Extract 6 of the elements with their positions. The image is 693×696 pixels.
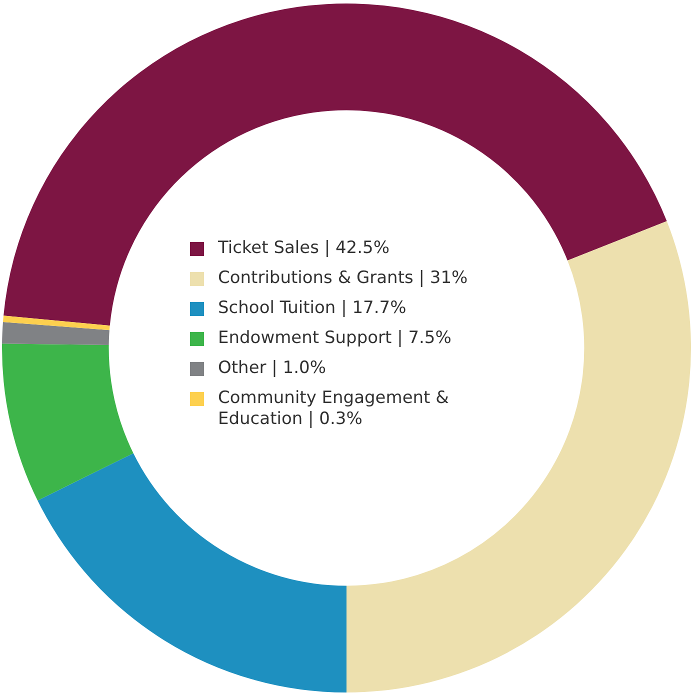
legend-label: School Tuition | 17.7% <box>218 298 406 319</box>
legend-label: Contributions & Grants | 31% <box>218 268 468 289</box>
legend-label: Endowment Support | 7.5% <box>218 328 452 349</box>
legend-label: Other | 1.0% <box>218 358 326 379</box>
legend-label: Ticket Sales | 42.5% <box>218 238 390 259</box>
legend-label: Community Engagement & Education | 0.3% <box>218 388 450 430</box>
